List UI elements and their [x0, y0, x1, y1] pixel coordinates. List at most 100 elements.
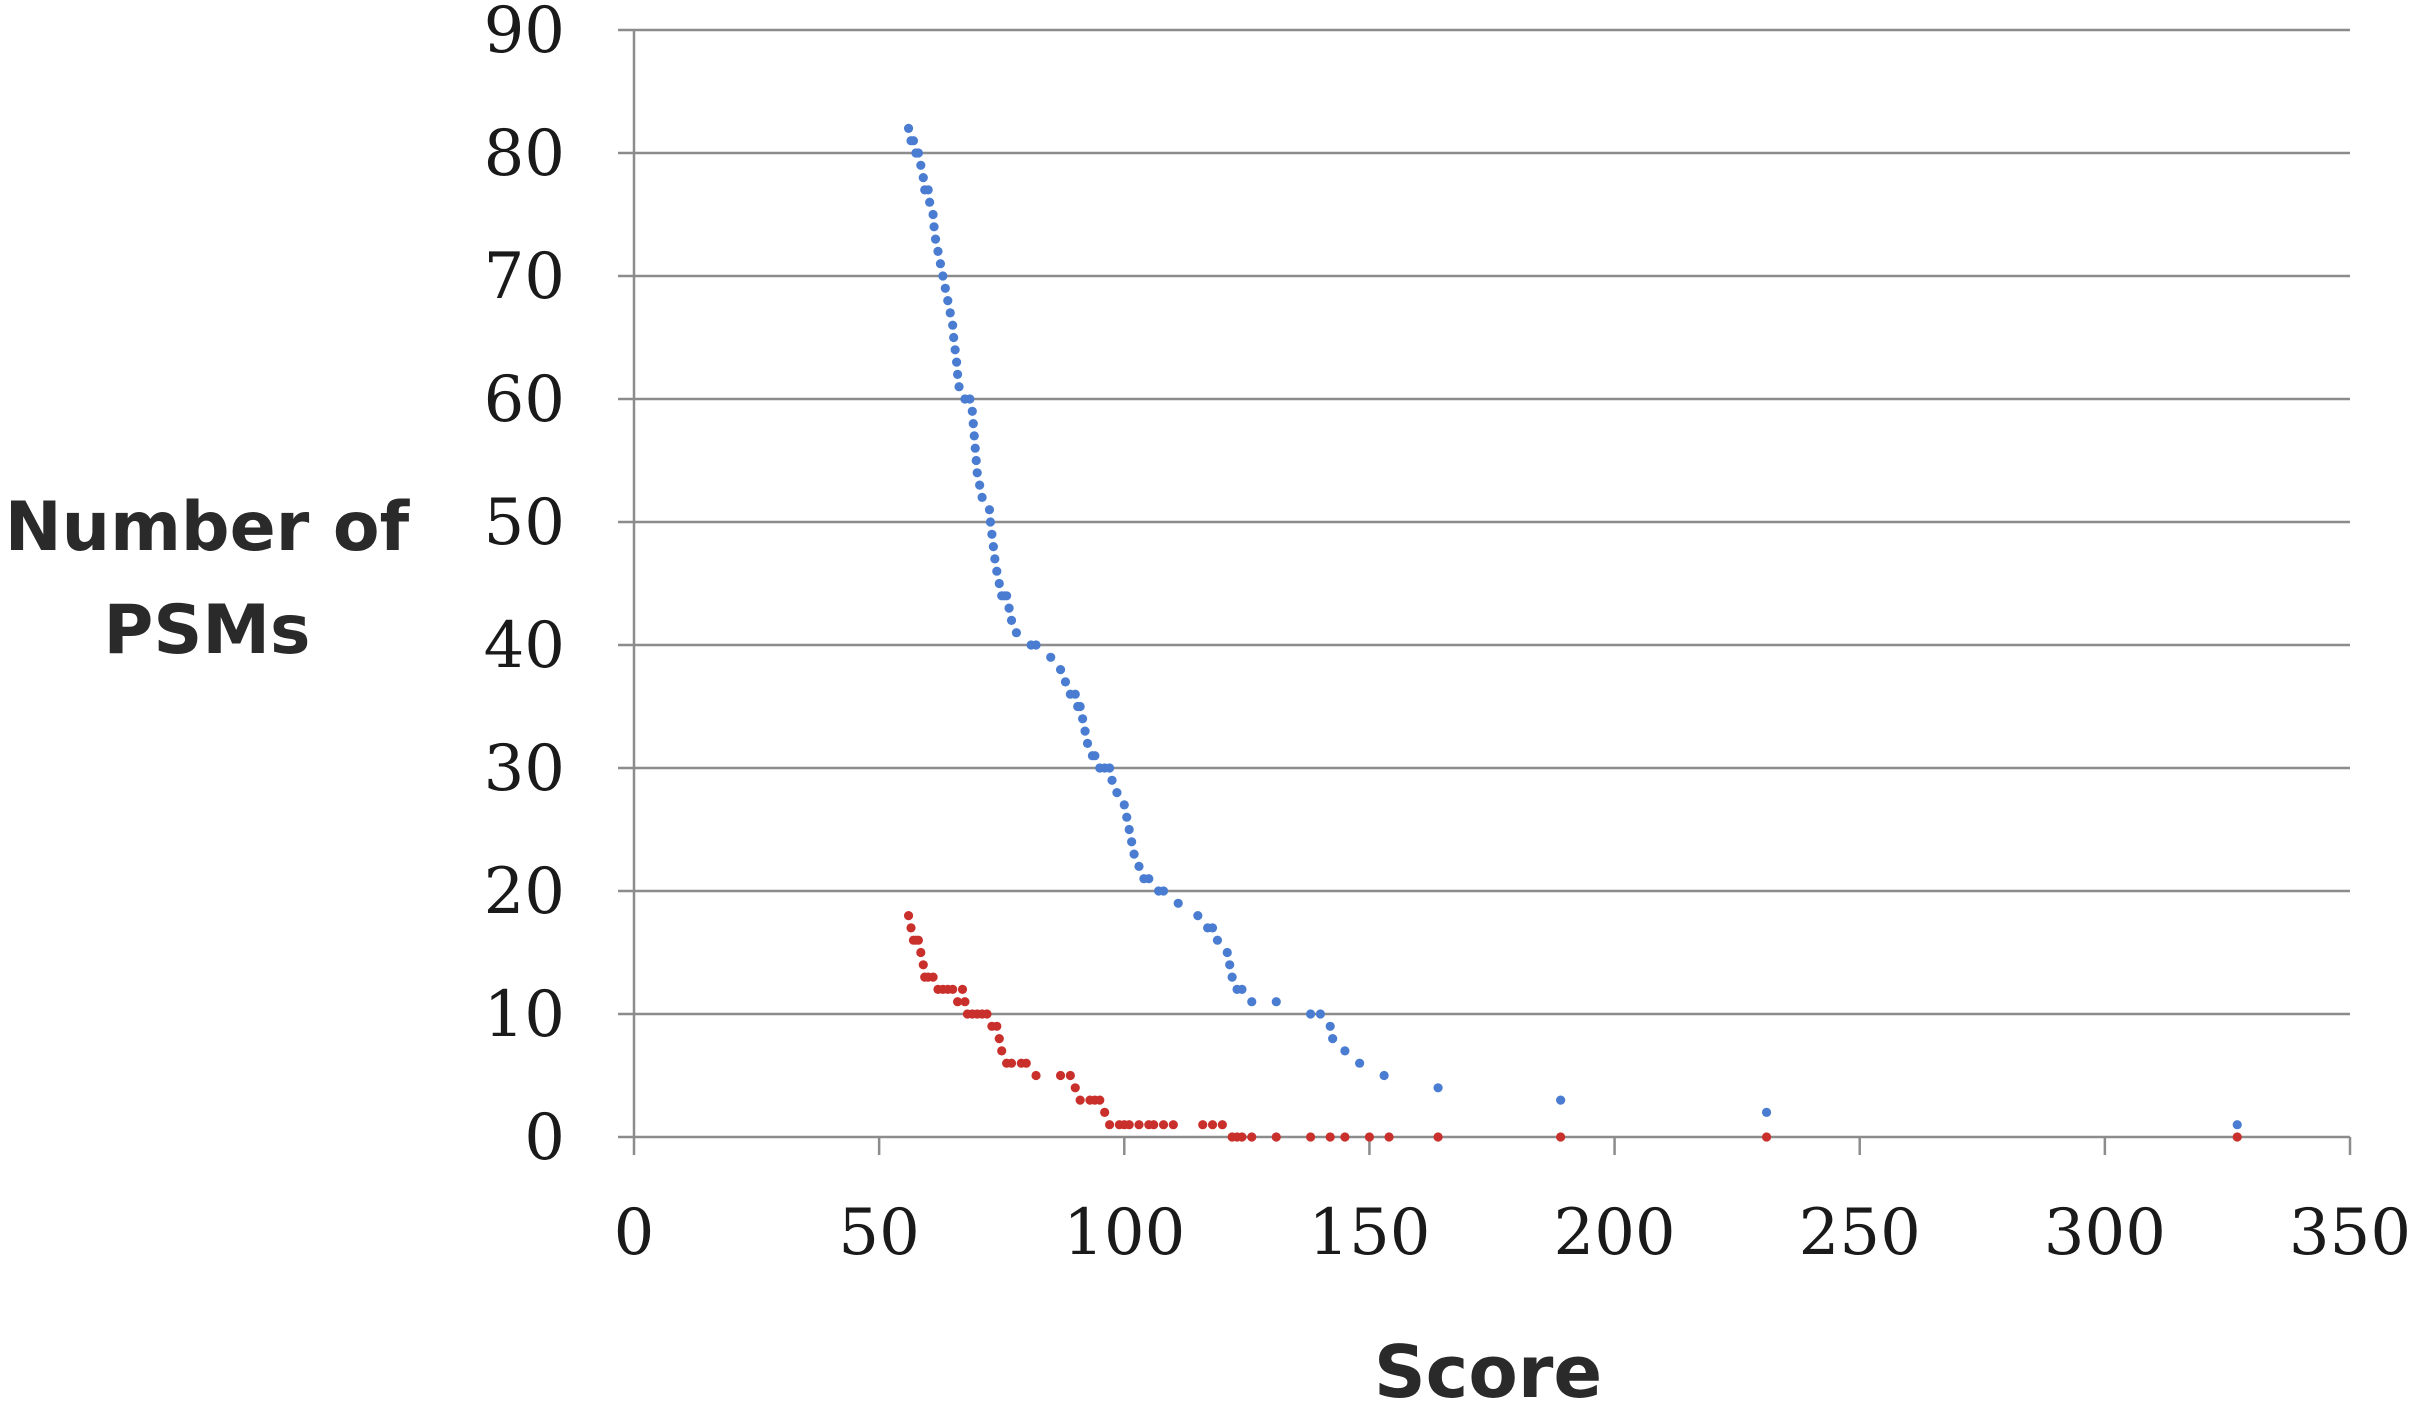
data-point: [1384, 1132, 1394, 1142]
data-point: [997, 1046, 1007, 1056]
data-point: [1011, 628, 1022, 638]
data-point: [916, 160, 926, 170]
data-point: [982, 1009, 992, 1019]
data-point: [994, 578, 1004, 589]
data-point: [1046, 652, 1056, 662]
data-point: [1006, 615, 1017, 626]
data-point: [1078, 714, 1088, 724]
data-point: [943, 296, 953, 306]
data-point: [1070, 1083, 1080, 1093]
data-point: [940, 283, 950, 293]
data-point: [1006, 1058, 1017, 1068]
data-point: [1100, 1107, 1110, 1117]
data-point: [903, 911, 914, 921]
data-point: [948, 984, 958, 995]
data-point: [925, 197, 935, 207]
data-point: [1198, 1120, 1208, 1130]
data-point: [916, 947, 926, 958]
y-tick-label: 40: [484, 609, 565, 683]
y-tick-label: 80: [484, 117, 565, 191]
axes: [618, 28, 2352, 1155]
data-point: [2232, 1132, 2242, 1142]
data-point: [1124, 1120, 1134, 1130]
data-point: [994, 1034, 1004, 1044]
data-point: [1364, 1132, 1375, 1142]
data-point: [1271, 997, 1281, 1007]
data-point: [957, 984, 968, 995]
data-point: [952, 369, 963, 379]
data-point: [1031, 640, 1041, 650]
data-point: [960, 997, 970, 1007]
x-tick-label: 200: [1553, 1196, 1675, 1270]
x-tick-label: 350: [2289, 1196, 2410, 1270]
data-point: [1060, 677, 1071, 687]
data-point: [1168, 1120, 1178, 1130]
data-point: [952, 357, 962, 367]
data-point: [992, 566, 1002, 576]
data-point: [1075, 701, 1085, 712]
data-point: [918, 960, 928, 970]
data-point: [913, 148, 923, 158]
data-point: [1129, 849, 1139, 859]
data-point: [1556, 1132, 1566, 1142]
data-point: [977, 492, 987, 502]
data-series: [903, 123, 2242, 1142]
data-point: [965, 394, 975, 404]
x-tick-label: 100: [1063, 1196, 1185, 1270]
y-tick-label: 90: [484, 0, 565, 68]
data-point: [1021, 1058, 1031, 1068]
data-point: [1002, 591, 1012, 601]
data-point: [992, 1021, 1002, 1031]
data-point: [1355, 1058, 1365, 1068]
y-tick-label: 10: [484, 978, 565, 1052]
data-point: [972, 468, 982, 478]
data-point: [1004, 603, 1014, 613]
data-point: [1158, 886, 1169, 896]
data-point: [969, 431, 979, 441]
y-tick-label: 0: [524, 1101, 565, 1175]
data-point: [938, 271, 948, 281]
data-point: [967, 406, 977, 416]
data-point: [988, 542, 998, 552]
data-point: [1271, 1132, 1281, 1142]
data-point: [1082, 738, 1093, 749]
y-tick-label: 30: [484, 732, 565, 806]
data-point: [1158, 1120, 1169, 1130]
data-point: [1328, 1034, 1338, 1044]
data-point: [1124, 824, 1134, 835]
x-tick-label: 0: [614, 1196, 655, 1270]
data-point: [928, 209, 938, 220]
data-point: [990, 554, 1000, 564]
data-point: [913, 935, 923, 945]
data-point: [1112, 788, 1122, 798]
data-point: [1217, 1120, 1227, 1130]
data-point: [1237, 1132, 1247, 1142]
axis-labels: Number of PSMs Score: [5, 488, 1602, 1414]
data-point: [1065, 1070, 1075, 1081]
data-point: [1127, 837, 1137, 847]
data-point: [908, 136, 919, 146]
series-1: [903, 911, 2242, 1142]
x-tick-label: 300: [2044, 1196, 2166, 1270]
x-axis-label: Score: [1374, 1330, 1602, 1414]
data-point: [1144, 874, 1154, 884]
data-point: [1237, 984, 1247, 995]
data-point: [1207, 923, 1218, 933]
data-point: [1134, 1120, 1144, 1130]
data-point: [1247, 1132, 1257, 1142]
data-point: [1075, 1095, 1085, 1105]
data-point: [1222, 947, 1232, 958]
data-point: [1325, 1021, 1335, 1031]
data-point: [1305, 1009, 1316, 1019]
data-point: [1095, 1095, 1105, 1105]
data-point: [1207, 1120, 1218, 1130]
data-point: [952, 997, 963, 1007]
data-point: [1325, 1132, 1335, 1142]
data-point: [975, 480, 985, 490]
data-point: [971, 455, 981, 466]
data-point: [1107, 775, 1117, 785]
data-point: [935, 259, 946, 269]
data-point: [948, 320, 958, 330]
y-tick-label: 70: [484, 240, 565, 314]
